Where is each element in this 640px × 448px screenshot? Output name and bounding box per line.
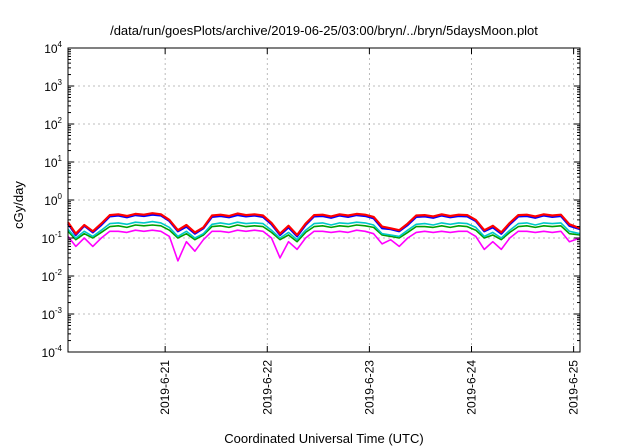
chart-title: /data/run/goesPlots/archive/2019-06-25/0… [110,23,538,38]
y-tick-label: 103 [44,78,62,94]
series-line [67,213,581,238]
series-line [67,224,581,243]
grid-lines [68,48,580,352]
series-layer [67,212,581,262]
y-tick-label: 102 [44,116,62,132]
y-tick-label: 10-2 [42,268,63,284]
x-tick-label: 2019-6-23 [362,360,376,415]
x-tick-label: 2019-6-21 [158,360,172,415]
series-line [67,229,581,262]
series-line [67,212,581,237]
y-axis-label: cGy/day [11,181,26,229]
x-tick-label: 2019-6-24 [465,360,479,415]
y-tick-label: 101 [44,154,62,170]
x-axis-label: Coordinated Universal Time (UTC) [224,431,423,446]
series-line [67,220,581,241]
y-tick-label: 10-3 [42,306,63,322]
y-axis: 10-4 10-3 10-2 10-1 100 101 102 103 104 [42,40,580,360]
y-tick-label: 104 [44,40,62,56]
y-tick-label: 100 [44,192,62,208]
y-tick-label: 10-4 [42,344,63,360]
y-tick-label: 10-1 [42,230,63,246]
x-axis: 2019-6-21 2019-6-22 2019-6-23 2019-6-24 2019… [158,48,581,415]
x-tick-label: 2019-6-25 [567,360,581,415]
x-tick-label: 2019-6-22 [260,360,274,415]
